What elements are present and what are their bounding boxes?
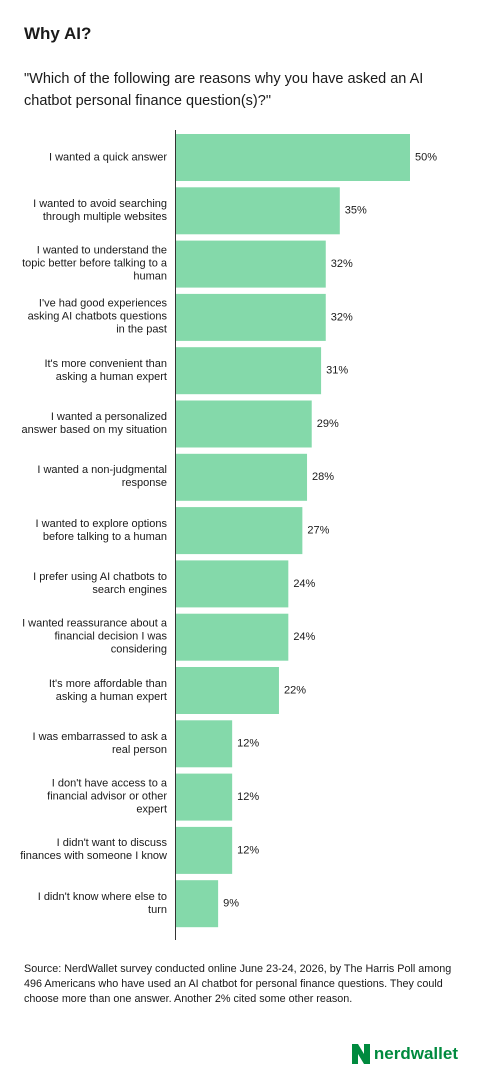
bar [176,293,326,341]
chart-title: Why AI? [24,24,92,43]
bar [176,240,326,288]
category-label: I wanted to avoid searching through mult… [33,197,167,223]
bar [176,720,233,768]
value-label: 32% [331,258,353,270]
category-label: I didn't know where else to turn [37,890,167,916]
category-label: I prefer using AI chatbots to search eng… [33,570,167,596]
bar [176,560,289,608]
category-label: I wanted a personalized answer based on … [21,411,167,436]
category-label: It's more affordable than asking a human… [48,677,167,703]
bar [176,826,233,874]
source-note: Source: NerdWallet survey conducted onli… [24,963,452,1005]
bar [176,613,289,661]
value-label: 12% [237,738,259,750]
logo: nerdwallet [351,1044,458,1064]
value-label: 50% [415,151,437,163]
category-label: I wanted reassurance about a financial d… [22,617,167,656]
bar [176,400,312,448]
bar [176,667,279,714]
bar [176,134,410,181]
value-label: 35% [345,205,367,217]
category-label: I was embarrassed to ask a real person [32,730,167,756]
bar [176,880,219,928]
category-label: I didn't want to discuss finances with s… [20,837,167,863]
bar [176,347,322,395]
chart-subtitle: "Which of the following are reasons why … [24,71,424,109]
value-label: 9% [223,898,239,910]
value-label: 12% [237,844,259,856]
value-label: 27% [307,525,329,537]
logo-icon [351,1044,370,1064]
bar [176,453,308,501]
value-label: 12% [237,791,259,803]
value-label: 22% [284,684,306,696]
value-label: 28% [312,471,334,483]
logo-text: nerdwallet [373,1044,458,1063]
bar [176,773,233,821]
value-label: 29% [317,418,339,430]
value-label: 31% [326,365,348,377]
category-label: I wanted to explore options before talki… [35,517,167,543]
bar [176,187,340,235]
bar [176,507,303,555]
category-label: I wanted a quick answer [48,151,167,163]
value-label: 32% [331,311,353,323]
category-label: I wanted to understand the topic better … [22,244,167,283]
category-label: I wanted a non-judgmental response [37,464,167,490]
category-label: I've had good experiences asking AI chat… [27,297,167,336]
category-label: I don't have access to a financial advis… [47,777,167,816]
category-label: It's more convenient than asking a human… [44,357,167,383]
value-label: 24% [293,631,315,643]
value-label: 24% [293,578,315,590]
